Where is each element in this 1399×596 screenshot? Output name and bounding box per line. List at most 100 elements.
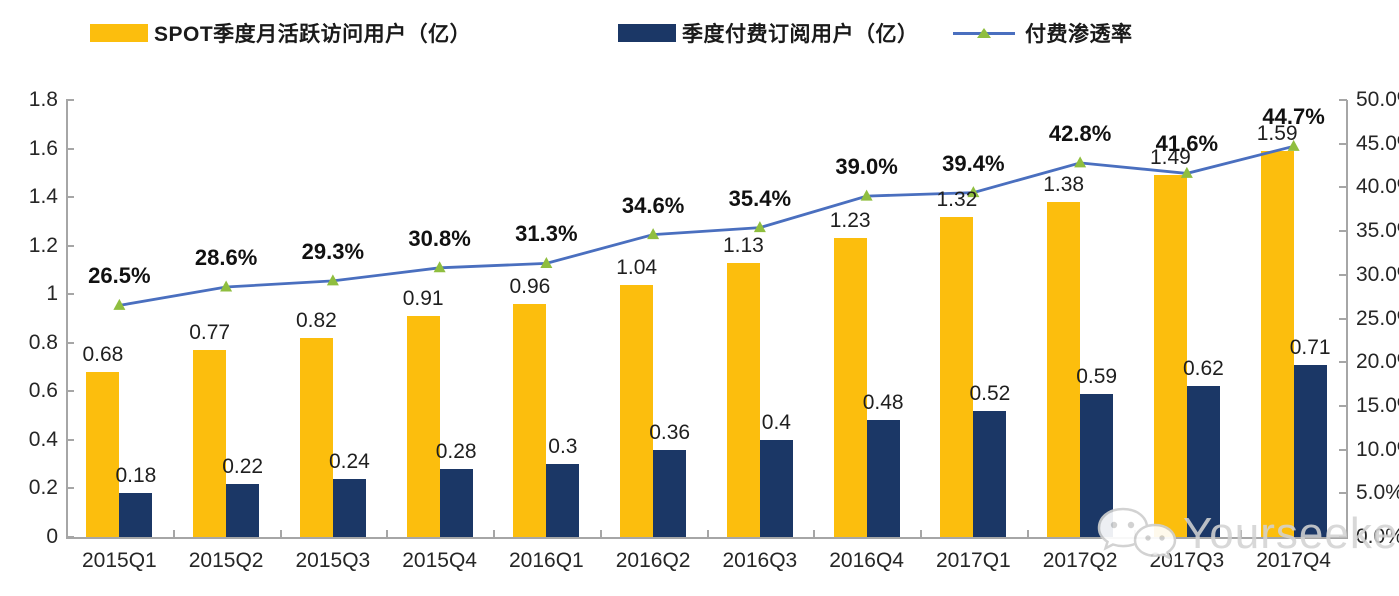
- x-tickmark: [386, 530, 389, 537]
- bar-subscribers: [759, 439, 793, 537]
- bar-mau: [833, 238, 867, 537]
- triangle-marker: [1074, 156, 1087, 168]
- right-axis-tick-label: 15.0%: [1356, 393, 1399, 417]
- x-tick-label: 2016Q3: [722, 549, 798, 572]
- left-axis-line: [66, 100, 68, 538]
- bar-mau: [299, 337, 333, 537]
- x-tickmark: [172, 530, 175, 537]
- left-axis-tickmark: [66, 99, 74, 101]
- right-axis-tick-label: 0.0%: [1356, 525, 1399, 548]
- triangle-marker: [540, 256, 553, 268]
- wechat-icon: [1097, 507, 1177, 561]
- bar-subscribers: [439, 469, 473, 537]
- right-axis-tickmark: [1339, 142, 1347, 145]
- right-axis-tickmark: [1339, 448, 1347, 451]
- triangle-marker: [647, 228, 660, 240]
- triangle-marker: [113, 298, 126, 310]
- right-axis-tick-label: 35.0%: [1356, 219, 1399, 243]
- left-axis-tick-label: 1.4: [28, 185, 58, 209]
- bar-mau: [620, 284, 654, 537]
- left-axis-tick-label: 0.6: [28, 379, 58, 403]
- bar-mau: [86, 371, 120, 537]
- right-axis-tickmark: [1339, 536, 1347, 538]
- x-tick-label: 2015Q1: [82, 549, 157, 572]
- right-axis-tick-label: 45.0%: [1356, 131, 1399, 155]
- right-axis-tickmark: [1339, 317, 1347, 320]
- right-axis-tickmark: [1339, 186, 1347, 189]
- x-tick-label: 2017Q1: [936, 549, 1011, 572]
- watermark-text: Yourseeker: [1183, 509, 1399, 558]
- x-tickmark: [493, 530, 495, 537]
- x-tick-label: 2017Q4: [1256, 549, 1331, 572]
- right-axis-tickmark: [1339, 404, 1347, 407]
- bar-subscribers: [546, 464, 580, 537]
- x-tick-label: 2016Q4: [829, 549, 904, 572]
- triangle-marker: [753, 221, 766, 233]
- left-axis-tickmark: [66, 487, 74, 490]
- bar-mau: [193, 350, 227, 537]
- triangle-marker: [326, 274, 339, 286]
- triangle-marker: [860, 189, 873, 201]
- x-tickmark: [599, 530, 602, 537]
- left-axis-tickmark: [66, 390, 74, 393]
- bottom-axis-line: [66, 537, 1348, 539]
- bar-mau: [1153, 175, 1187, 537]
- right-axis-line: [1346, 100, 1348, 538]
- left-axis-tick-label: 1.8: [28, 88, 58, 111]
- penetration-line: [119, 144, 1294, 307]
- x-tick-label: 2016Q1: [509, 549, 584, 572]
- bar-subscribers: [973, 410, 1007, 537]
- legend-swatch-subscribers: [618, 24, 676, 42]
- right-axis-tick-label: 25.0%: [1356, 306, 1399, 330]
- left-axis-tick-label: 1.6: [28, 136, 58, 160]
- left-axis-tickmark: [66, 293, 74, 296]
- legend-item-mau: SPOT季度月活跃访问用户（亿）: [90, 20, 471, 46]
- legend-label-subscribers: 季度付费订阅用户（亿）: [682, 23, 919, 46]
- triangle-marker: [220, 280, 233, 292]
- left-axis-tickmark: [66, 244, 74, 247]
- left-axis-tick-label: 0.8: [28, 330, 58, 354]
- triangle-marker: [1287, 139, 1300, 151]
- right-axis-tickmark: [1339, 230, 1347, 233]
- left-axis-tickmark: [66, 438, 74, 441]
- left-axis-tick-label: 1.2: [28, 233, 58, 257]
- x-tick-label: 2015Q2: [188, 549, 264, 572]
- bar-subscribers: [653, 449, 687, 537]
- right-axis-tickmark: [1339, 492, 1347, 495]
- bar-mau: [406, 316, 440, 537]
- triangle-marker: [433, 261, 446, 273]
- triangle-marker: [967, 186, 980, 198]
- bar-subscribers: [1293, 364, 1327, 537]
- left-axis-tick-label: 0.4: [28, 427, 58, 451]
- left-axis-tick-label: 1: [46, 282, 58, 306]
- x-tick-label: 2015Q3: [295, 549, 371, 572]
- triangle-marker: [1180, 166, 1193, 178]
- bar-subscribers: [1186, 386, 1220, 537]
- left-axis-tickmark: [66, 147, 74, 150]
- x-tickmark: [920, 530, 922, 537]
- bar-subscribers: [866, 420, 900, 537]
- triangle-marker-icon: [977, 28, 991, 38]
- left-axis-tickmark: [66, 196, 74, 199]
- left-axis-tickmark: [66, 536, 74, 538]
- x-tickmark: [706, 530, 709, 537]
- x-tickmark: [1026, 530, 1029, 537]
- right-axis-tick-label: 10.0%: [1356, 437, 1399, 461]
- legend-swatch-mau: [90, 24, 148, 42]
- right-axis-tickmark: [1339, 99, 1347, 101]
- bar-subscribers: [332, 478, 366, 537]
- bar-mau: [513, 303, 547, 537]
- right-axis-tickmark: [1339, 273, 1347, 276]
- bar-mau: [1260, 150, 1294, 537]
- bar-mau: [1047, 201, 1081, 537]
- bar-subscribers: [119, 493, 153, 537]
- right-axis-tick-label: 50.0%: [1356, 88, 1399, 111]
- watermark: Yourseeker: [1095, 505, 1399, 563]
- legend-label-penetration: 付费渗透率: [1025, 23, 1133, 46]
- left-axis-tickmark: [66, 341, 74, 344]
- right-axis-tick-label: 30.0%: [1356, 262, 1399, 286]
- x-tickmark: [279, 530, 282, 537]
- legend-item-penetration: 付费渗透率: [953, 20, 1133, 46]
